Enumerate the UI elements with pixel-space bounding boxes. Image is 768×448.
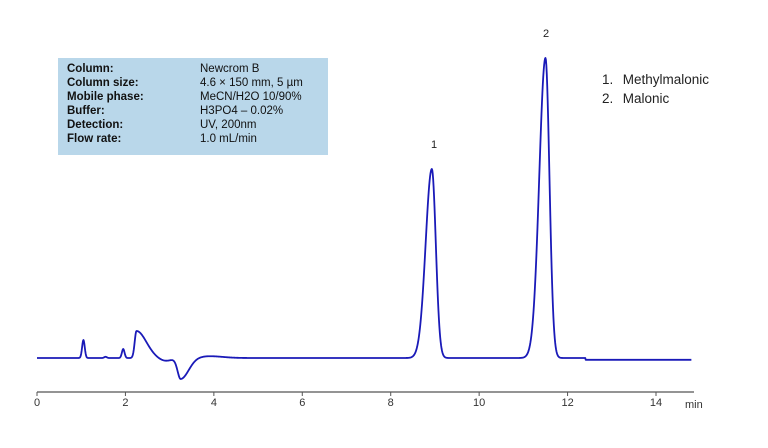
- x-axis-ticks: [36, 392, 657, 396]
- x-tick-label: 4: [210, 397, 217, 409]
- x-tick-label: 2: [122, 397, 129, 409]
- x-tick-label: 8: [387, 397, 394, 409]
- chromatogram-trace: [36, 57, 692, 380]
- info-row-column: Column: Newcrom B: [67, 63, 260, 75]
- info-row-column-size: Column size: 4.6 × 150 mm, 5 µm: [67, 77, 303, 89]
- method-info-box: Column: Newcrom B Column size: 4.6 × 150 m…: [58, 58, 328, 155]
- info-row-detection: Detection: UV, 200nm: [67, 119, 257, 131]
- legend-item: 2. Malonic: [602, 91, 670, 106]
- compound-legend: 1. Methylmalonic 2. Malonic: [602, 70, 709, 108]
- peak-label-1: 1: [430, 139, 438, 151]
- x-axis-unit: min: [685, 399, 703, 411]
- x-tick-label: 12: [561, 397, 574, 409]
- peak-label-2: 2: [542, 28, 550, 40]
- x-tick-label: 10: [472, 397, 486, 409]
- x-tick-label: 6: [299, 397, 306, 409]
- x-tick-label: 0: [33, 397, 41, 409]
- info-row-mobile-phase: Mobile phase: MeCN/H2O 10/90%: [67, 91, 302, 103]
- info-row-flow-rate: Flow rate: 1.0 mL/min: [67, 133, 257, 145]
- x-tick-label: 14: [649, 397, 663, 409]
- legend-item: 1. Methylmalonic: [602, 72, 710, 87]
- info-row-buffer: Buffer: H3PO4 – 0.02%: [67, 105, 284, 117]
